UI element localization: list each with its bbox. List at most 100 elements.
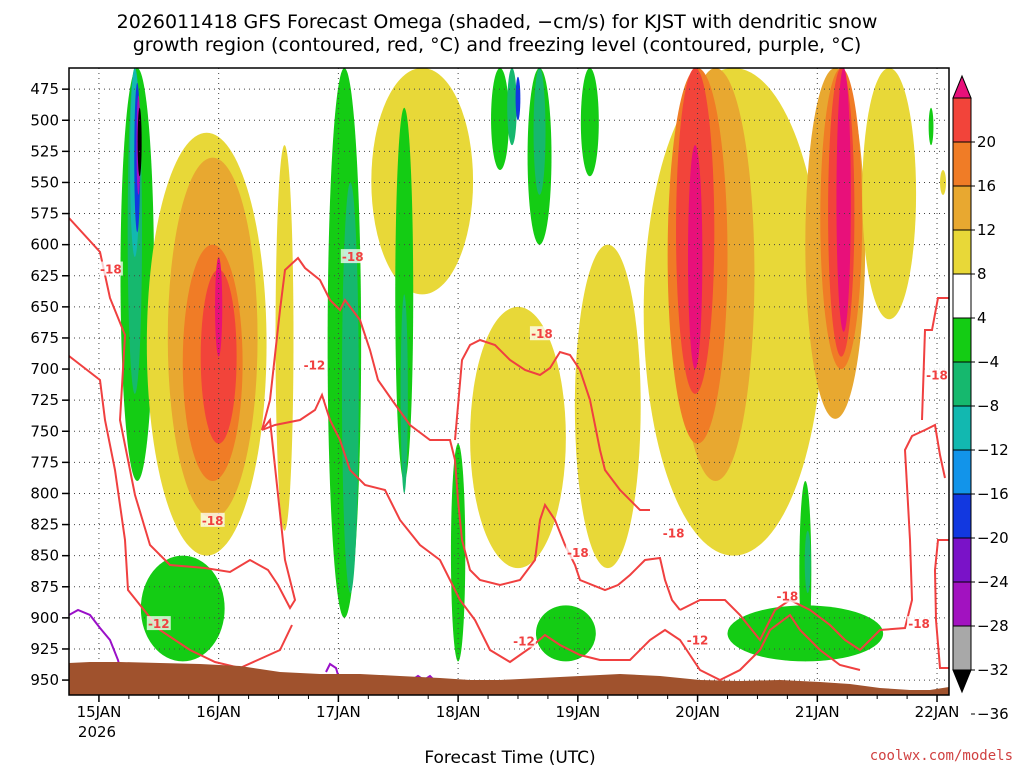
omega-region-15	[371, 68, 474, 295]
chart-title-line-2: growth region (contoured, red, °C) and f…	[133, 34, 862, 56]
contour-label: -18	[777, 590, 799, 604]
colorbar-bin	[952, 449, 972, 495]
omega-region-16	[395, 107, 414, 482]
contour-label: -12	[687, 633, 709, 647]
omega-region-37	[862, 68, 917, 320]
contour-label: -18	[531, 327, 553, 341]
colorbar-tick-label: −8	[977, 397, 999, 415]
colorbar-arrow-top	[952, 74, 972, 99]
colorbar-bin	[952, 405, 972, 451]
y-tick-label: 775	[30, 453, 59, 471]
y-tick-label: 850	[30, 547, 59, 565]
omega-region-17	[400, 294, 408, 494]
contour-label-bg	[511, 633, 536, 648]
contour-label: -18	[567, 546, 589, 560]
colorbar-tick-label: −4	[977, 353, 999, 371]
contour-label: -12	[513, 635, 535, 649]
y-tick-label: 750	[30, 422, 59, 440]
dgz-contour-minus-12	[69, 355, 293, 670]
omega-region-21	[507, 68, 517, 146]
colorbar-tick-label: −12	[977, 441, 1009, 459]
omega-region-42	[940, 170, 947, 195]
contour-label-bg	[925, 367, 949, 382]
dgz-contour-minus-18	[69, 217, 681, 611]
dgz-contour-minus-18-d	[921, 297, 949, 421]
y-tick-label: 525	[30, 142, 59, 160]
y-tick-label: 600	[30, 236, 59, 254]
colorbar-bin	[952, 361, 972, 407]
colorbar-tick-label: 4	[977, 309, 987, 327]
x-axis-title: Forecast Time (UTC)	[424, 748, 595, 768]
contour-label: -18	[342, 250, 364, 264]
colorbar-tick-label: 16	[977, 177, 996, 195]
omega-region-20	[491, 68, 509, 171]
contour-labels: -18 -18 -12 -12 -18 -18 -18 -12 -18 -12 -18 -18 -18	[98, 249, 949, 649]
colorbar-bin	[952, 493, 972, 539]
x-tick-label: 20JAN	[675, 703, 720, 721]
omega-region-11	[140, 555, 225, 662]
colorbar-tick-label: 20	[977, 133, 996, 151]
contour-label-bg	[98, 261, 123, 276]
y-tick-label: 950	[30, 671, 59, 689]
contour-label: -18	[100, 263, 122, 277]
temperature-contours	[69, 217, 949, 682]
contour-label-bg	[907, 616, 932, 631]
colorbar-tick-label: −36	[977, 705, 1009, 723]
y-axis-pressure: 475 500 525 550 575 600 625 650 675 700 725 750 775 8…	[30, 80, 69, 689]
colorbar-bin	[952, 581, 972, 627]
x-tick-label: 16JAN	[196, 703, 241, 721]
dgz-contour-minus-18-c	[679, 423, 946, 652]
credit-text: coolwx.com/models	[870, 748, 1013, 764]
colorbar-bin	[952, 185, 972, 231]
x-axis-time: 15JAN 16JAN 17JAN 18JAN 19JAN 20JAN 21JAN 22JAN	[77, 695, 960, 721]
dgz-contour-minus-12-b	[261, 392, 861, 682]
dgz-contour-minus-18-e	[933, 539, 949, 669]
x-year-label: 2026	[78, 723, 116, 741]
colorbar-bin	[952, 273, 972, 319]
contour-label-bg	[146, 616, 171, 631]
plot-area: -18 -18 -12 -12 -18 -18 -18 -12 -18 -12 -18 -18 -18	[69, 68, 949, 695]
omega-region-22	[515, 76, 521, 121]
contour-label-bg	[685, 632, 710, 647]
x-tick-label: 17JAN	[316, 703, 361, 721]
omega-region-36	[836, 68, 851, 332]
omega-region-5	[137, 107, 142, 177]
colorbar-tick-label: −24	[977, 573, 1009, 591]
colorbar-tick-label: −20	[977, 529, 1009, 547]
contour-label: -18	[202, 514, 224, 528]
y-tick-label: 675	[30, 329, 59, 347]
freezing-level-contour	[69, 608, 121, 669]
y-tick-label: 500	[30, 111, 59, 129]
y-tick-label: 925	[30, 640, 59, 658]
x-tick-label: 15JAN	[77, 703, 122, 721]
omega-region-18	[450, 443, 466, 662]
colorbar-bin	[952, 317, 972, 363]
dgz-contour-minus-18-b	[454, 338, 650, 511]
y-tick-label: 550	[30, 173, 59, 191]
y-tick-label: 725	[30, 391, 59, 409]
omega-region-26	[580, 68, 599, 177]
colorbar-tick-label: −32	[977, 661, 1009, 679]
contour-label-bg	[529, 326, 554, 341]
colorbar-bin	[952, 97, 972, 143]
x-tick-label: 22JAN	[915, 703, 960, 721]
y-tick-label: 575	[30, 205, 59, 223]
contour-label: -18	[663, 526, 685, 540]
contour-label-bg	[340, 249, 365, 264]
plot-frame	[68, 67, 950, 696]
y-tick-label: 475	[30, 80, 59, 98]
y-tick-label: 875	[30, 578, 59, 596]
colorbar-bin	[952, 141, 972, 187]
colorbar-tick-label: 8	[977, 265, 987, 283]
y-tick-label: 650	[30, 298, 59, 316]
colorbar-tick-label: 12	[977, 221, 996, 239]
x-tick-label: 19JAN	[555, 703, 600, 721]
colorbar-tick-label: −16	[977, 485, 1009, 503]
omega-region-32	[687, 145, 703, 370]
colorbar-bin	[952, 625, 972, 671]
terrain	[69, 662, 949, 695]
omega-region-19	[470, 306, 566, 569]
colorbar-tick-label: −28	[977, 617, 1009, 635]
contour-label: -12	[304, 358, 326, 372]
